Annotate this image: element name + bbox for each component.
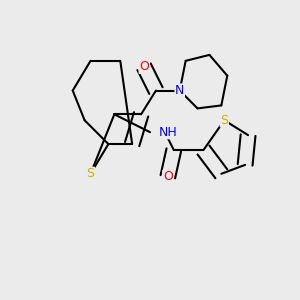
Text: S: S: [220, 114, 228, 127]
Text: NH: NH: [159, 126, 178, 139]
Text: S: S: [87, 167, 94, 180]
Text: O: O: [139, 60, 149, 73]
Text: N: N: [175, 84, 184, 97]
Text: O: O: [163, 170, 173, 183]
